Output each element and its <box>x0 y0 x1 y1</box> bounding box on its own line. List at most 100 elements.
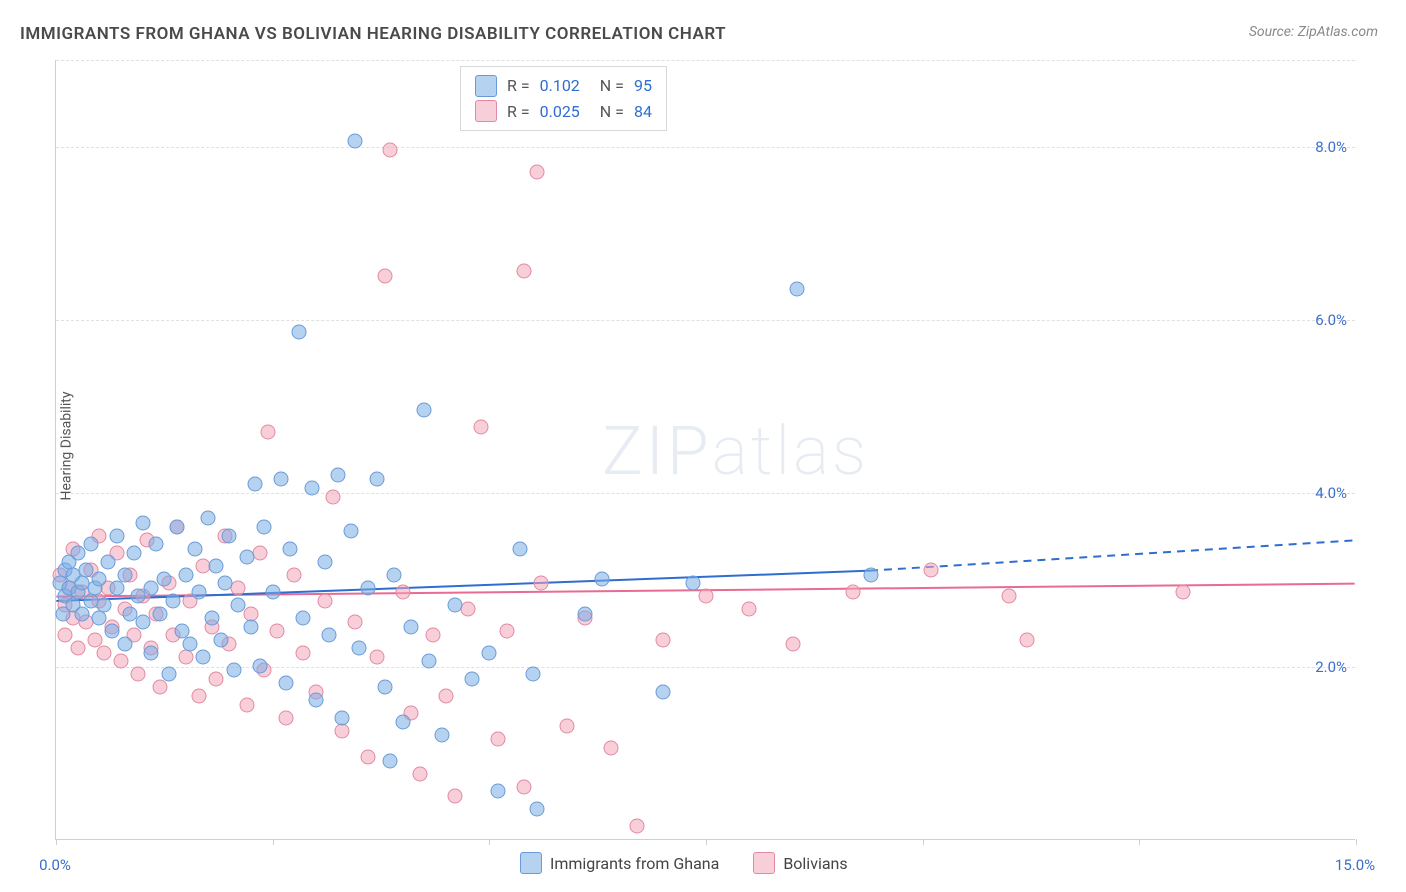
x-tick <box>56 839 57 845</box>
data-point <box>131 589 146 604</box>
data-point <box>96 598 111 613</box>
data-point <box>287 567 302 582</box>
n-label: N = <box>600 73 624 99</box>
data-point <box>369 650 384 665</box>
data-point <box>348 134 363 149</box>
data-point <box>153 680 168 695</box>
data-point <box>790 281 805 296</box>
data-point <box>382 143 397 158</box>
data-point <box>352 641 367 656</box>
gridline <box>56 60 1355 61</box>
data-point <box>57 628 72 643</box>
data-point <box>278 710 293 725</box>
data-point <box>530 801 545 816</box>
data-point <box>135 515 150 530</box>
y-tick-label: 8.0% <box>1315 138 1347 156</box>
legend-swatch-b <box>475 100 497 122</box>
data-point <box>291 325 306 340</box>
data-point <box>274 472 289 487</box>
y-tick-label: 2.0% <box>1315 658 1347 676</box>
data-point <box>304 481 319 496</box>
data-point <box>157 572 172 587</box>
data-point <box>296 645 311 660</box>
data-point <box>192 689 207 704</box>
data-point <box>335 710 350 725</box>
data-point <box>70 641 85 656</box>
data-point <box>153 606 168 621</box>
data-point <box>187 541 202 556</box>
legend-label-b: Bolivians <box>783 854 847 873</box>
data-point <box>439 689 454 704</box>
data-point <box>1002 589 1017 604</box>
data-point <box>530 164 545 179</box>
data-point <box>296 611 311 626</box>
x-tick <box>1356 839 1357 845</box>
data-point <box>322 628 337 643</box>
gridline <box>56 667 1355 668</box>
data-point <box>261 424 276 439</box>
data-point <box>742 602 757 617</box>
data-point <box>231 598 246 613</box>
data-point <box>257 520 272 535</box>
data-point <box>166 593 181 608</box>
data-point <box>118 567 133 582</box>
scatter-plot: ZIPatlas 2.0%4.0%6.0%8.0% <box>55 60 1355 840</box>
data-point <box>577 606 592 621</box>
data-point <box>92 572 107 587</box>
data-point <box>252 658 267 673</box>
data-point <box>317 554 332 569</box>
data-point <box>70 546 85 561</box>
data-point <box>525 667 540 682</box>
data-point <box>512 541 527 556</box>
data-point <box>460 602 475 617</box>
data-point <box>785 637 800 652</box>
data-point <box>699 589 714 604</box>
data-point <box>491 732 506 747</box>
data-point <box>101 554 116 569</box>
data-point <box>447 598 462 613</box>
r-value-b: 0.025 <box>540 99 580 125</box>
data-point <box>75 606 90 621</box>
data-point <box>239 550 254 565</box>
x-tick-label: 15.0% <box>1335 856 1375 874</box>
data-point <box>231 580 246 595</box>
data-point <box>387 567 402 582</box>
data-point <box>846 585 861 600</box>
data-point <box>317 593 332 608</box>
data-point <box>413 767 428 782</box>
data-point <box>170 520 185 535</box>
data-point <box>382 754 397 769</box>
data-point <box>343 524 358 539</box>
x-tick <box>706 839 707 845</box>
data-point <box>482 645 497 660</box>
data-point <box>655 684 670 699</box>
r-label: R = <box>507 73 530 99</box>
data-point <box>248 476 263 491</box>
data-point <box>278 676 293 691</box>
data-point <box>361 749 376 764</box>
data-point <box>192 585 207 600</box>
data-point <box>534 576 549 591</box>
r-label: R = <box>507 99 530 125</box>
data-point <box>244 619 259 634</box>
data-point <box>369 472 384 487</box>
data-point <box>265 585 280 600</box>
data-point <box>179 650 194 665</box>
data-point <box>560 719 575 734</box>
data-point <box>629 819 644 834</box>
legend-row-b: R = 0.025 N = 84 <box>475 99 652 125</box>
data-point <box>127 546 142 561</box>
legend-item-a: Immigrants from Ghana <box>520 852 719 874</box>
data-point <box>395 585 410 600</box>
chart-source: Source: ZipAtlas.com <box>1249 24 1378 40</box>
data-point <box>473 420 488 435</box>
data-point <box>161 667 176 682</box>
data-point <box>92 611 107 626</box>
data-point <box>144 645 159 660</box>
data-point <box>335 723 350 738</box>
data-point <box>465 671 480 686</box>
data-point <box>595 572 610 587</box>
data-point <box>499 624 514 639</box>
data-point <box>421 654 436 669</box>
data-point <box>330 468 345 483</box>
